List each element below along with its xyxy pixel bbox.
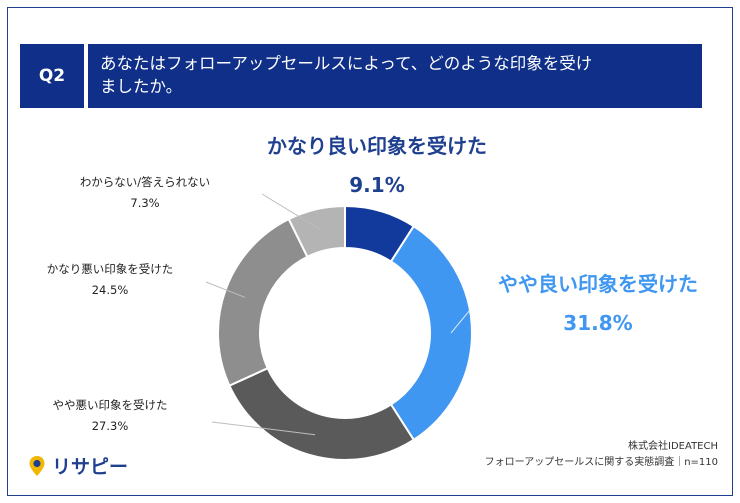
- label-very-bad-category: かなり悪い印象を受けた: [46, 262, 174, 276]
- label-somewhat-bad-category: やや悪い印象を受けた: [52, 398, 168, 412]
- risapy-logo: リサピー: [28, 452, 128, 479]
- label-very-bad-value: 24.5%: [91, 283, 129, 297]
- label-very-good-value: 9.1%: [349, 173, 405, 197]
- company-name: 株式会社IDEATECH: [628, 441, 718, 452]
- chart-frame: [7, 7, 733, 496]
- slice-somewhat-bad: [228, 366, 416, 461]
- label-very-bad: かなり悪い印象を受けた 24.5%: [30, 261, 190, 299]
- label-somewhat-good: やや良い印象を受けた 31.8%: [478, 268, 718, 335]
- label-unknown: わからない/答えられない 7.3%: [60, 174, 230, 212]
- label-very-good-category: かなり良い印象を受けた: [267, 134, 487, 158]
- label-somewhat-bad-value: 27.3%: [91, 419, 129, 433]
- question-text-line1: あなたはフォローアップセールスによって、どのような印象を受け: [100, 54, 593, 73]
- leader-line-slice-somewhat-bad: [211, 421, 316, 436]
- label-unknown-category: わからない/答えられない: [79, 175, 211, 189]
- question-text-line2: ましたか。: [100, 77, 183, 96]
- label-unknown-value: 7.3%: [130, 196, 160, 210]
- location-pin-icon: [29, 455, 45, 476]
- label-very-good: かなり良い印象を受けた 9.1%: [257, 130, 497, 197]
- label-somewhat-bad: やや悪い印象を受けた 27.3%: [30, 397, 190, 435]
- question-badge: Q2: [20, 44, 84, 108]
- logo-text: リサピー: [52, 456, 129, 478]
- label-somewhat-good-value: 31.8%: [563, 311, 633, 335]
- question-banner: あなたはフォローアップセールスによって、どのような印象を受け ましたか。: [88, 44, 702, 108]
- leader-line-slice-unknown: [261, 193, 322, 231]
- leader-line-slice-very-bad: [205, 281, 246, 298]
- survey-name: フォローアップセールスに関する実態調査｜n=110: [484, 457, 718, 468]
- leader-line-slice-somewhat-good: [450, 309, 471, 334]
- slice-somewhat-good: [389, 224, 473, 442]
- label-somewhat-good-category: やや良い印象を受けた: [498, 272, 698, 296]
- slice-very-bad: [217, 217, 309, 387]
- source-note: 株式会社IDEATECH フォローアップセールスに関する実態調査｜n=110: [485, 439, 718, 471]
